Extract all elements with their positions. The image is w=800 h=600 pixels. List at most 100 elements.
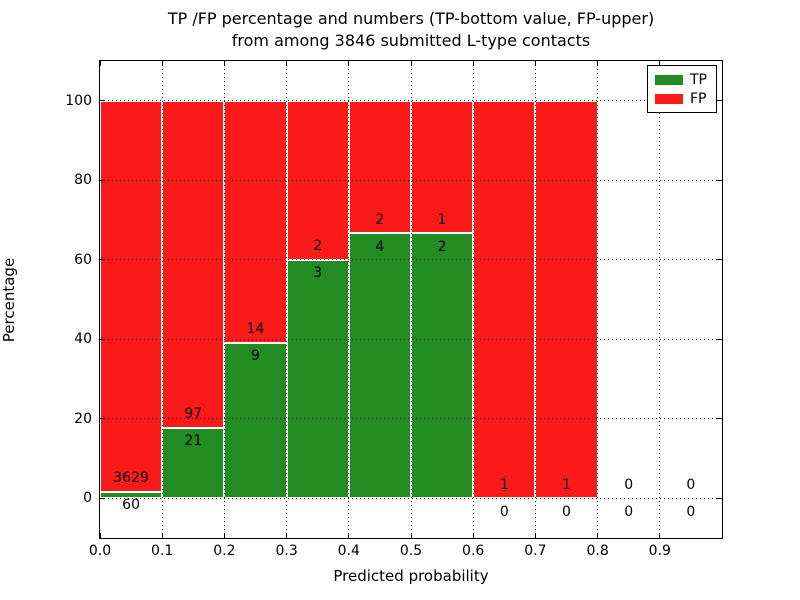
y-tick-mark bbox=[100, 418, 105, 420]
tp-count-label: 21 bbox=[184, 433, 203, 449]
chart-title-line2: from among 3846 submitted L-type contact… bbox=[231, 31, 591, 50]
fp-count-label: 14 bbox=[246, 321, 265, 338]
y-axis-label: Percentage bbox=[0, 257, 18, 343]
y-tick-mark bbox=[100, 100, 105, 102]
bar-segment-tp bbox=[286, 259, 349, 499]
gridline-vertical bbox=[659, 61, 661, 538]
gridline-horizontal bbox=[100, 259, 722, 261]
x-tick-mark bbox=[534, 61, 536, 66]
legend: TP FP bbox=[647, 65, 717, 113]
x-tick-mark bbox=[410, 61, 412, 66]
y-tick-mark bbox=[100, 338, 105, 340]
fp-count-label: 2 bbox=[313, 238, 323, 255]
x-tick-mark bbox=[161, 61, 163, 66]
y-tick-mark bbox=[717, 259, 722, 261]
tp-count-label: 9 bbox=[251, 348, 260, 365]
x-tick-label: 0.1 bbox=[151, 543, 174, 559]
bar-segment-fp bbox=[535, 100, 598, 499]
tp-count-label: 0 bbox=[499, 503, 509, 520]
bar-segment-fp bbox=[473, 100, 536, 499]
x-tick-mark bbox=[161, 533, 163, 538]
x-tick-mark bbox=[286, 533, 288, 538]
legend-entry-tp: TP bbox=[648, 71, 716, 89]
x-tick-mark bbox=[223, 61, 225, 66]
gridline-horizontal bbox=[100, 338, 722, 340]
x-tick-label: 0.2 bbox=[213, 543, 236, 559]
x-tick-mark bbox=[348, 533, 350, 538]
y-tick-mark bbox=[717, 338, 722, 340]
fp-count-label: 0 bbox=[624, 476, 634, 493]
x-tick-mark bbox=[348, 61, 350, 66]
x-tick-mark bbox=[597, 61, 599, 66]
x-tick-mark bbox=[721, 61, 723, 66]
tp-count-label: 0 bbox=[686, 503, 696, 520]
legend-label-fp: FP bbox=[690, 91, 707, 107]
gridline-vertical bbox=[286, 61, 288, 538]
legend-label-tp: TP bbox=[690, 72, 707, 88]
x-tick-mark bbox=[659, 61, 661, 66]
fp-count-label: 1 bbox=[437, 211, 447, 228]
gridline-horizontal bbox=[100, 418, 722, 420]
chart-title-line1: TP /FP percentage and numbers (TP-bottom… bbox=[167, 9, 655, 28]
x-tick-label: 0.4 bbox=[337, 543, 360, 559]
fp-count-label: 1 bbox=[499, 476, 509, 493]
plot-area bbox=[98, 59, 723, 539]
x-tick-label: 0.5 bbox=[399, 543, 423, 559]
tp-count-label: 60 bbox=[122, 497, 141, 514]
x-tick-mark bbox=[99, 61, 101, 66]
x-tick-label: 0.8 bbox=[586, 543, 609, 559]
gridline-vertical bbox=[223, 61, 225, 538]
y-tick-label: 0 bbox=[83, 490, 92, 507]
bar-segment-fp bbox=[224, 100, 287, 343]
gridline-horizontal bbox=[100, 179, 722, 181]
x-tick-label: 0.0 bbox=[88, 543, 112, 559]
tp-count-label: 2 bbox=[437, 238, 447, 255]
bar-segment-tp bbox=[411, 233, 474, 499]
tp-count-label: 4 bbox=[375, 238, 385, 255]
fp-count-label: 97 bbox=[184, 406, 203, 422]
x-tick-mark bbox=[286, 61, 288, 66]
fp-count-label: 1 bbox=[562, 476, 571, 493]
fp-count-label: 2 bbox=[375, 211, 385, 228]
gridline-vertical bbox=[348, 61, 350, 538]
tp-count-label: 0 bbox=[624, 503, 634, 520]
bar-segment-fp bbox=[100, 100, 163, 492]
gridline-vertical bbox=[161, 61, 163, 538]
gridline-horizontal bbox=[100, 497, 722, 499]
fp-color-swatch bbox=[655, 94, 683, 104]
tp-count-label: 3 bbox=[313, 265, 323, 282]
bar-segment-fp bbox=[348, 100, 411, 234]
y-tick-label: 40 bbox=[74, 331, 92, 348]
y-tick-label: 100 bbox=[65, 92, 92, 109]
x-tick-label: 0.3 bbox=[275, 543, 298, 559]
bar-segment-tp bbox=[348, 233, 411, 499]
y-tick-mark bbox=[717, 497, 722, 499]
x-tick-mark bbox=[721, 533, 723, 538]
tp-color-swatch bbox=[655, 75, 683, 85]
gridline-vertical bbox=[597, 61, 599, 538]
gridline-horizontal bbox=[100, 100, 722, 102]
gridline-vertical bbox=[534, 61, 536, 538]
gridline-vertical bbox=[472, 61, 474, 538]
x-tick-label: 0.7 bbox=[524, 543, 547, 559]
fp-count-label: 0 bbox=[686, 476, 696, 493]
gridline-vertical bbox=[410, 61, 412, 538]
legend-entry-fp: FP bbox=[648, 90, 716, 108]
y-tick-mark bbox=[717, 418, 722, 420]
x-tick-mark bbox=[472, 533, 474, 538]
tp-count-label: 0 bbox=[562, 503, 571, 520]
x-tick-mark bbox=[223, 533, 225, 538]
bar-segment-tp bbox=[224, 342, 287, 499]
bar-segment-fp bbox=[162, 100, 225, 428]
x-tick-mark bbox=[659, 533, 661, 538]
fp-count-label: 3629 bbox=[113, 470, 149, 487]
bar-segment-tp bbox=[100, 491, 163, 499]
bar-segment-tp bbox=[162, 427, 225, 499]
y-tick-label: 80 bbox=[74, 172, 92, 189]
y-tick-label: 20 bbox=[74, 410, 92, 427]
x-tick-mark bbox=[597, 533, 599, 538]
x-tick-label: 0.9 bbox=[648, 543, 671, 559]
y-tick-mark bbox=[100, 179, 105, 181]
x-tick-mark bbox=[99, 533, 101, 538]
